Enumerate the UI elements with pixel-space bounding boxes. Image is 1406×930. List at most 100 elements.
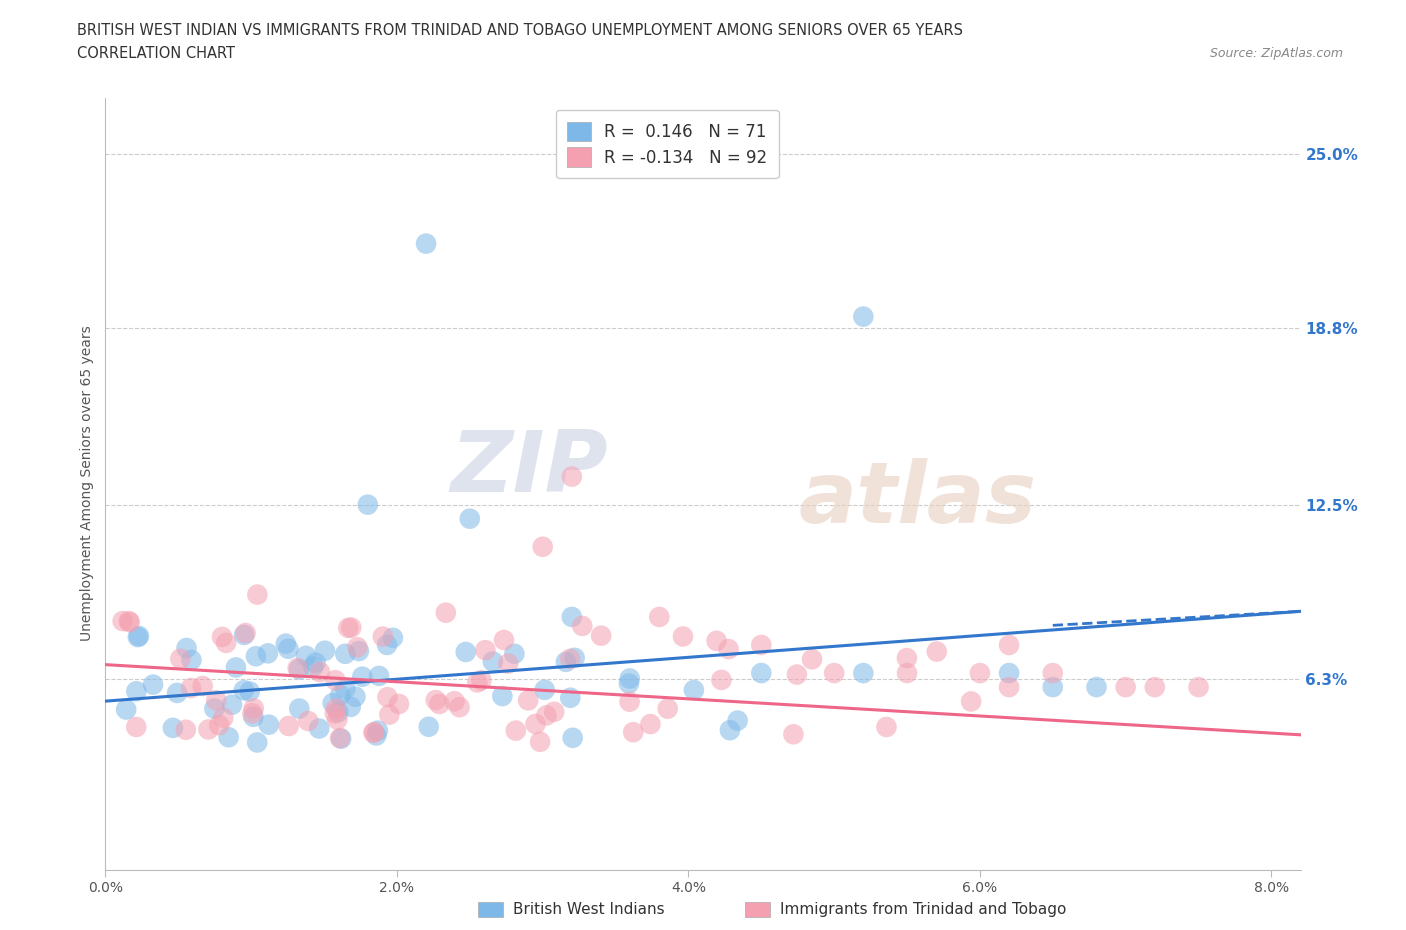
Point [242,706,264,721]
Point [381,631,404,645]
Point [328,705,350,720]
Point [128,629,150,644]
Point [371,629,394,644]
Point [326,712,349,727]
Point [388,697,411,711]
Point [415,236,437,251]
Point [232,683,254,698]
Point [337,620,360,635]
Point [323,706,346,721]
Text: ZIP: ZIP [450,427,607,510]
Point [125,684,148,698]
Point [169,651,191,666]
Point [111,614,134,629]
Point [339,699,361,714]
Point [142,677,165,692]
Point [288,701,311,716]
Point [235,626,257,641]
Point [180,653,202,668]
Point [225,660,247,675]
Point [242,710,264,724]
Point [555,655,578,670]
Point [340,620,363,635]
Point [717,642,740,657]
Point [852,666,875,681]
Point [449,699,471,714]
Point [875,720,897,735]
Point [801,652,824,667]
Point [375,637,398,652]
Point [166,685,188,700]
Point [1143,680,1166,695]
Point [491,688,513,703]
Point [176,641,198,656]
Point [363,725,385,740]
Point [118,615,141,630]
Point [564,650,586,665]
Point [115,702,138,717]
Point [657,701,679,716]
Point [277,642,299,657]
Point [561,730,583,745]
Point [619,694,641,709]
Point [215,635,238,650]
Point [1042,666,1064,681]
Point [503,646,526,661]
Point [257,646,280,661]
Point [443,694,465,709]
Text: BRITISH WEST INDIAN VS IMMIGRANTS FROM TRINIDAD AND TOBAGO UNEMPLOYMENT AMONG SE: BRITISH WEST INDIAN VS IMMIGRANTS FROM T… [77,23,963,38]
Point [925,644,948,659]
Text: atlas: atlas [799,458,1036,540]
Point [325,701,347,716]
Point [648,609,671,624]
Point [191,679,214,694]
Point [531,539,554,554]
Point [127,630,149,644]
Point [1187,680,1209,695]
Point [202,701,225,716]
Point [297,713,319,728]
Point [591,629,613,644]
Point [524,716,547,731]
Point [529,735,551,750]
Point [749,638,772,653]
Point [560,690,582,705]
Point [998,666,1021,681]
Point [329,731,352,746]
Point [233,628,256,643]
Point [560,651,582,666]
Point [246,735,269,750]
Point [208,718,231,733]
Point [561,609,583,624]
Point [617,676,640,691]
Point [344,689,367,704]
Point [245,649,267,664]
Point [492,632,515,647]
Point [536,708,558,723]
Text: CORRELATION CHART: CORRELATION CHART [77,46,235,61]
Point [174,723,197,737]
Point [257,717,280,732]
Point [378,707,401,722]
Point [619,671,641,686]
Text: Immigrants from Trinidad and Tobago: Immigrants from Trinidad and Tobago [780,902,1067,917]
Point [357,498,380,512]
Point [896,666,918,681]
Point [998,638,1021,653]
Point [852,309,875,324]
Point [212,711,235,725]
Point [505,724,527,738]
Point [533,683,555,698]
Point [427,697,450,711]
Point [197,722,219,737]
Point [749,666,772,681]
Point [118,614,141,629]
Point [287,660,309,675]
Point [347,644,370,658]
Point [896,651,918,666]
Point [782,727,804,742]
Point [1115,680,1137,695]
Point [474,643,496,658]
Point [727,713,749,728]
Point [205,693,228,708]
